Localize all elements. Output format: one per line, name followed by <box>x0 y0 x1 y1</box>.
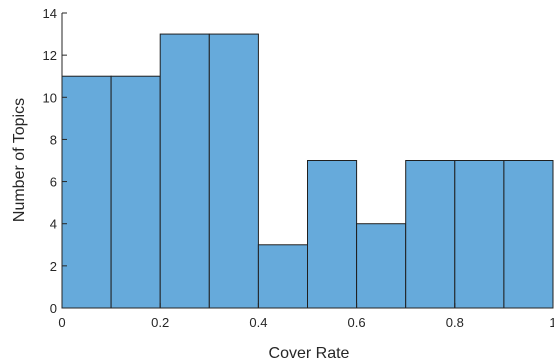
y-tick-label: 0 <box>50 301 57 316</box>
x-tick-label: 0.8 <box>446 315 464 330</box>
x-tick-label: 0.6 <box>348 315 366 330</box>
x-tick-label: 0.4 <box>249 315 267 330</box>
x-tick-label: 1 <box>549 315 554 330</box>
y-tick-label: 8 <box>50 132 57 147</box>
histogram-bar <box>308 161 357 309</box>
bars-group <box>62 34 553 308</box>
histogram-bar <box>258 245 307 308</box>
histogram-bar <box>357 224 406 308</box>
x-axis-label: Cover Rate <box>269 345 350 362</box>
x-tick-label: 0 <box>58 315 65 330</box>
y-tick-label: 14 <box>43 6 57 21</box>
histogram-bar <box>504 161 553 309</box>
y-tick-label: 4 <box>50 217 57 232</box>
y-axis-label: Number of Topics <box>11 98 28 222</box>
y-tick-label: 12 <box>43 48 57 63</box>
histogram-bar <box>111 76 160 308</box>
histogram-bar <box>209 34 258 308</box>
histogram-bar <box>62 76 111 308</box>
histogram-bar <box>455 161 504 309</box>
histogram-bar <box>406 161 455 309</box>
y-tick-label: 2 <box>50 259 57 274</box>
histogram-bar <box>160 34 209 308</box>
y-tick-label: 6 <box>50 175 57 190</box>
y-tick-label: 10 <box>43 90 57 105</box>
x-tick-label: 0.2 <box>151 315 169 330</box>
